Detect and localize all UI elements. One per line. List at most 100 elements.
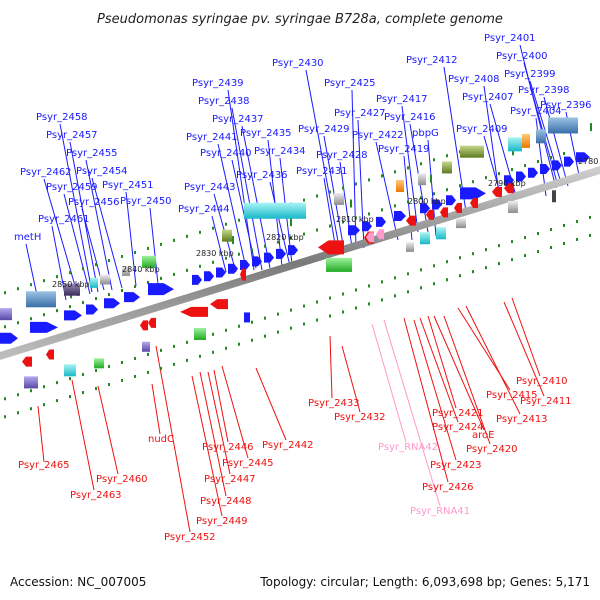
reverse-gene-arrow [504,183,514,194]
tick-mark [30,283,32,287]
tick-mark [329,314,331,318]
tick-mark [225,222,227,226]
tick-mark [277,312,279,316]
gene-block [418,173,426,186]
forward-gene-arrow [264,252,274,263]
tick-mark [212,350,214,354]
forward-gene-arrow [564,156,574,167]
tick-mark [433,282,435,286]
leader-line [483,85,501,201]
tick-mark [537,160,539,164]
gene-block [222,229,232,242]
tick-mark [381,298,383,302]
tick-mark [251,248,253,252]
gene-label: metH [14,232,41,243]
map-title: Pseudomonas syringae pv. syringae B728a,… [97,12,503,27]
gene-label: Psyr_2396 [540,100,592,111]
forward-gene-arrow [276,248,286,259]
tick-mark [498,172,500,176]
gene-block [436,227,446,240]
leader-line [59,123,93,293]
tick-mark [199,264,201,268]
tick-mark [446,278,448,282]
tick-mark [186,268,188,272]
tick-mark [95,263,97,267]
gene-label: Psyr_2456 [68,197,120,208]
gene-label: Psyr_2429 [298,124,350,135]
tick-mark [264,334,266,338]
tick-mark [316,300,318,304]
reverse-gene-arrow [376,229,384,240]
major-tick [430,174,432,183]
tick-mark [433,192,435,196]
gene-block [552,190,556,203]
gene-label: pbpG [412,128,439,139]
gene-label: Psyr_2413 [496,414,548,425]
leader-line [323,177,337,251]
tick-mark [30,407,32,411]
tick-mark [30,317,32,321]
leader-line [211,215,227,273]
tick-mark [43,279,45,283]
gene-label: Psyr_2450 [120,196,172,207]
tick-mark [407,290,409,294]
tick-mark [264,316,266,320]
tick-mark [238,342,240,346]
tick-mark [4,415,6,419]
tick-mark [329,190,331,194]
gene-label: Psyr_2430 [272,58,324,69]
leader-line [255,367,287,441]
tick-mark [251,338,253,342]
tick-mark [225,346,227,350]
tick-mark [290,326,292,330]
forward-gene-arrow [420,203,430,214]
forward-gene-arrow [376,216,386,227]
tick-mark [134,284,136,288]
gene-label: Psyr_2435 [240,128,292,139]
tick-mark [368,302,370,306]
gene-label: Psyr_2433 [308,398,360,409]
leader-line [231,107,263,271]
gene-label: Psyr_2443 [184,182,236,193]
gene-block [64,364,76,377]
tick-mark [82,391,84,395]
tick-mark [355,306,357,310]
tick-mark [4,397,6,401]
forward-gene-arrow [192,274,202,285]
leader-line [305,69,341,253]
gene-block [244,202,306,219]
tick-mark [199,354,201,358]
leader-line [401,105,419,233]
gene-features [0,117,590,389]
leader-line [213,369,229,443]
tick-mark [524,236,526,240]
tick-mark [511,258,513,262]
gene-label: Psyr_RNA42 [378,442,438,453]
tick-mark [368,178,370,182]
gene-label: Psyr_2410 [516,376,568,387]
leader-line [341,345,361,413]
forward-gene-arrow [216,267,226,278]
leader-line [25,243,39,301]
gene-label: Psyr_2440 [200,148,252,159]
leader-line [419,317,459,423]
leader-line [351,89,357,249]
major-tick [350,199,352,208]
tick-mark [56,399,58,403]
forward-gene-arrow [516,171,526,182]
forward-gene-arrow [104,298,120,309]
gene-label: Psyr_2419 [378,144,430,155]
leader-line [443,315,491,445]
major-tick [590,123,592,132]
tick-mark [446,154,448,158]
tick-mark [589,215,591,219]
gene-label: Psyr_2425 [324,78,376,89]
forward-gene-arrow [528,167,538,178]
tick-mark [355,288,357,292]
forward-gene-arrow [540,164,550,175]
leader-line [503,301,545,397]
forward-gene-arrow [460,187,486,200]
gene-label: Psyr_2420 [466,444,518,455]
tick-mark [368,284,370,288]
tick-mark [446,188,448,192]
